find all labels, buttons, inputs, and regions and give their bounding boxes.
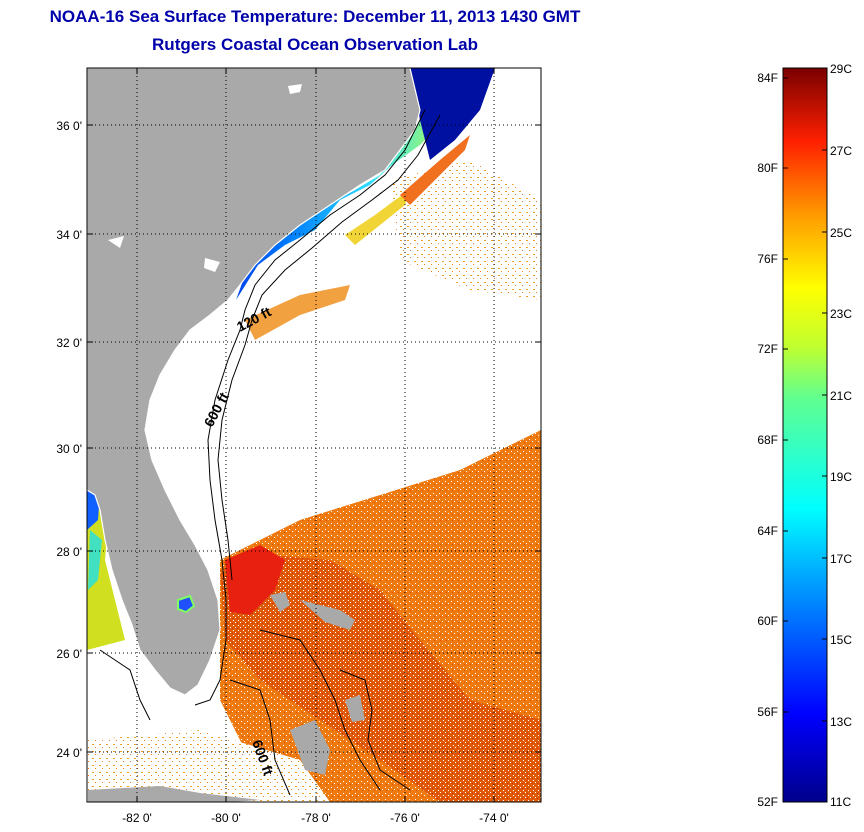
sst-gulf-coast — [87, 490, 125, 650]
colorbar-ticks — [783, 67, 827, 722]
colorbar-c-label: 15C — [830, 633, 852, 647]
colorbar-c-label: 27C — [830, 144, 852, 158]
lon-label: -76 0' — [390, 811, 420, 825]
sst-sounds-cold — [410, 68, 495, 160]
colorbar-f-label: 56F — [757, 705, 778, 719]
colorbar-f-label: 72F — [757, 342, 778, 356]
inland-lake — [204, 258, 220, 272]
lon-label: -78 0' — [301, 811, 331, 825]
lat-label: 26 0' — [56, 647, 82, 661]
sst-nearshore-yellow — [345, 190, 410, 245]
lat-label: 34 0' — [56, 228, 82, 242]
colorbar-f-label: 80F — [757, 161, 778, 175]
lon-label: -74 0' — [479, 811, 509, 825]
colorbar-c-label: 25C — [830, 226, 852, 240]
colorbar — [782, 67, 828, 803]
colorbar-c-label: 21C — [830, 389, 852, 403]
map-title: NOAA-16 Sea Surface Temperature: Decembe… — [49, 7, 581, 26]
lake-okeechobee — [177, 594, 196, 614]
lon-label: -80 0' — [211, 811, 241, 825]
inland-lake — [288, 84, 302, 94]
colorbar-f-label: 52F — [757, 795, 778, 809]
colorbar-c-label: 23C — [830, 307, 852, 321]
map-subtitle: Rutgers Coastal Ocean Observation Lab — [152, 35, 478, 54]
lat-label: 30 0' — [56, 442, 82, 456]
colorbar-c-label: 11C — [830, 795, 851, 809]
colorbar-f-label: 84F — [757, 71, 778, 85]
sst-mid-orange — [245, 285, 350, 340]
colorbar-c-label: 19C — [830, 470, 852, 484]
sst-gulf-teal — [88, 530, 102, 590]
colorbar-f-label: 76F — [757, 252, 778, 266]
lat-label: 24 0' — [56, 746, 82, 760]
sst-hot-core — [225, 545, 285, 615]
sst-gulfstream-core — [220, 555, 541, 802]
bathymetry-contours — [99, 109, 441, 796]
lat-label: 36 0' — [56, 119, 82, 133]
inland-lake — [108, 236, 124, 248]
land-southeast-us — [87, 68, 421, 696]
lat-label: 32 0' — [56, 336, 82, 350]
lon-label: -82 0' — [122, 811, 152, 825]
colorbar-f-label: 64F — [757, 524, 778, 538]
lat-label: 28 0' — [56, 545, 82, 559]
colorbar-f-label: 68F — [757, 433, 778, 447]
land-bahamas — [88, 592, 365, 802]
sst-shelf-orange — [400, 135, 470, 205]
map-frame — [86, 67, 542, 803]
sst-northern-fragments — [390, 160, 541, 300]
colorbar-c-label: 29C — [830, 62, 852, 76]
colorbar-c-label: 17C — [830, 552, 852, 566]
colorbar-c-label: 13C — [830, 715, 852, 729]
sst-southern-speckle — [87, 730, 330, 802]
colorbar-f-label: 60F — [757, 614, 778, 628]
axis-ticks — [87, 68, 541, 802]
